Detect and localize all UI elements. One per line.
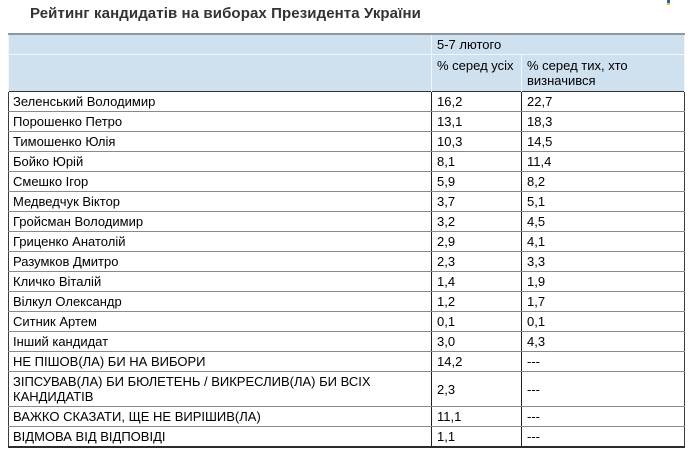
table-row: НЕ ПІШОВ(ЛА) БИ НА ВИБОРИ 14,2 --- — [8, 351, 685, 372]
pct-decided-cell: 1,9 — [521, 271, 685, 292]
table-header: 5-7 лютого % серед усіх % серед тих, хто… — [8, 33, 685, 92]
candidate-cell: Разумков Дмитро — [8, 251, 432, 272]
table-row: Зеленський Володимир 16,2 22,7 — [8, 91, 685, 112]
table-row: Смешко Ігор 5,9 8,2 — [8, 171, 685, 192]
pct-all-cell: 10,3 — [431, 131, 522, 152]
table-row: Ситник Артем 0,1 0,1 — [8, 311, 685, 332]
pct-decided-cell: 0,1 — [521, 311, 685, 332]
table-row: Гриценко Анатолій 2,9 4,1 — [8, 231, 685, 252]
table-row: Разумков Дмитро 2,3 3,3 — [8, 251, 685, 272]
candidate-cell: Вілкул Олександр — [8, 291, 432, 312]
table-row: Вілкул Олександр 1,2 1,7 — [8, 291, 685, 312]
pct-decided-cell: 5,1 — [521, 191, 685, 212]
pct-all-cell: 1,1 — [431, 426, 522, 447]
candidate-cell: Інший кандидат — [8, 331, 432, 352]
pct-decided-cell: 4,1 — [521, 231, 685, 252]
table-row: Кличко Віталій 1,4 1,9 — [8, 271, 685, 292]
survey-period-header: 5-7 лютого — [431, 33, 685, 55]
table-row: Медведчук Віктор 3,7 5,1 — [8, 191, 685, 212]
table-row: ВІДМОВА ВІД ВІДПОВІДІ 1,1 --- — [9, 426, 685, 447]
pct-all-cell: 0,1 — [431, 311, 522, 332]
candidate-cell: Смешко Ігор — [8, 171, 432, 192]
pct-all-cell: 2,9 — [431, 231, 522, 252]
table-row: ВАЖКО СКАЗАТИ, ЩЕ НЕ ВИРІШИВ(ЛА) 11,1 --… — [8, 406, 685, 427]
column-header-pct-all: % серед усіх — [431, 54, 522, 92]
pct-decided-cell: --- — [521, 371, 685, 407]
corner-cell — [8, 33, 432, 55]
candidate-cell: Ситник Артем — [8, 311, 432, 332]
pct-all-cell: 1,4 — [431, 271, 522, 292]
candidate-cell: НЕ ПІШОВ(ЛА) БИ НА ВИБОРИ — [8, 351, 432, 372]
pct-decided-cell: 18,3 — [521, 111, 685, 132]
pct-decided-cell: --- — [521, 351, 685, 372]
pct-all-cell: 1,2 — [431, 291, 522, 312]
pct-decided-cell: 1,7 — [521, 291, 685, 312]
candidate-cell: Зеленський Володимир — [8, 91, 432, 112]
candidate-cell: Гриценко Анатолій — [8, 231, 432, 252]
candidate-cell: ВАЖКО СКАЗАТИ, ЩЕ НЕ ВИРІШИВ(ЛА) — [8, 406, 432, 427]
flag-speck-icon — [667, 0, 670, 5]
pct-decided-cell: --- — [521, 426, 685, 447]
pct-all-cell: 16,2 — [431, 91, 522, 112]
pct-decided-cell: 3,3 — [521, 251, 685, 272]
pct-all-cell: 3,2 — [431, 211, 522, 232]
candidate-cell: Тимошенко Юлія — [8, 131, 432, 152]
candidate-cell: Кличко Віталій — [8, 271, 432, 292]
table-row: Гройсман Володимир 3,2 4,5 — [8, 211, 685, 232]
candidate-cell: ЗІПСУВАВ(ЛА) БИ БЮЛЕТЕНЬ / ВИКРЕСЛИВ(ЛА)… — [8, 371, 432, 407]
table-row: Бойко Юрій 8,1 11,4 — [8, 151, 685, 172]
pct-all-cell: 3,7 — [431, 191, 522, 212]
table-body: Зеленський Володимир 16,2 22,7 Порошенко… — [8, 91, 685, 447]
table-row: ЗІПСУВАВ(ЛА) БИ БЮЛЕТЕНЬ / ВИКРЕСЛИВ(ЛА)… — [8, 371, 685, 407]
pct-all-cell: 2,3 — [431, 371, 522, 407]
pct-all-cell: 2,3 — [431, 251, 522, 272]
pct-all-cell: 8,1 — [431, 151, 522, 172]
pct-all-cell: 5,9 — [431, 171, 522, 192]
candidate-cell: Гройсман Володимир — [8, 211, 432, 232]
pct-decided-cell: 22,7 — [521, 91, 685, 112]
pct-all-cell: 3,0 — [431, 331, 522, 352]
pct-decided-cell: 4,3 — [521, 331, 685, 352]
pct-all-cell: 14,2 — [431, 351, 522, 372]
candidate-cell: ВІДМОВА ВІД ВІДПОВІДІ — [13, 429, 166, 444]
corner-cell-sub — [8, 54, 432, 92]
table-row: Тимошенко Юлія 10,3 14,5 — [8, 131, 685, 152]
pct-decided-cell: 14,5 — [521, 131, 685, 152]
candidate-cell: Порошенко Петро — [8, 111, 432, 132]
candidate-cell: Медведчук Віктор — [8, 191, 432, 212]
table-row: Інший кандидат 3,0 4,3 — [8, 331, 685, 352]
page-title: Рейтинг кандидатів на виборах Президента… — [30, 5, 421, 22]
results-table: 5-7 лютого % серед усіх % серед тих, хто… — [8, 33, 685, 448]
table-row: Порошенко Петро 13,1 18,3 — [8, 111, 685, 132]
pct-all-cell: 13,1 — [431, 111, 522, 132]
pct-decided-cell: 8,2 — [521, 171, 685, 192]
pct-all-cell: 11,1 — [431, 406, 522, 427]
pct-decided-cell: --- — [521, 406, 685, 427]
pct-decided-cell: 4,5 — [521, 211, 685, 232]
column-header-pct-decided: % серед тих, хто визначився — [521, 54, 685, 92]
pct-decided-cell: 11,4 — [521, 151, 685, 172]
candidate-cell: Бойко Юрій — [8, 151, 432, 172]
